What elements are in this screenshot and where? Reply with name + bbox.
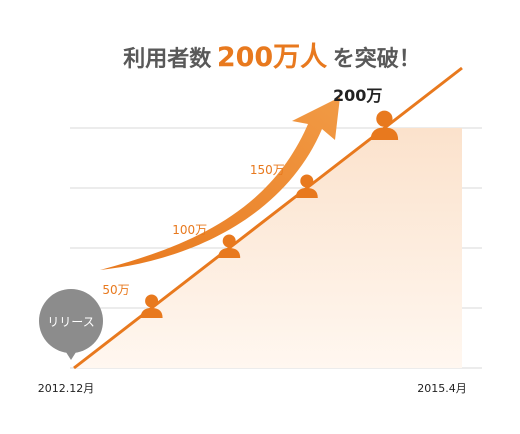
growth-line	[73, 66, 463, 370]
title-prefix: 利用者数	[123, 46, 212, 72]
data-label: 150万	[250, 163, 285, 177]
release-badge: リリース	[39, 289, 103, 360]
data-label: 200万	[333, 86, 382, 105]
data-labels: 50万 100万 150万 200万	[102, 86, 382, 297]
milestone-markers	[140, 110, 399, 318]
x-axis-ticks: 2012.12月 2015.4月	[38, 382, 467, 395]
data-label: 100万	[172, 223, 207, 237]
area-fill	[74, 128, 462, 368]
x-tick-label: 2015.4月	[417, 382, 467, 395]
release-badge-pointer	[64, 349, 78, 360]
series-line	[73, 66, 463, 370]
chart-title: 利用者数 200万人 を突破！	[123, 42, 421, 73]
area-series	[74, 128, 462, 368]
data-label: 50万	[102, 283, 129, 297]
release-badge-circle	[39, 289, 103, 353]
title-suffix: を突破！	[333, 46, 421, 72]
x-tick-label: 2012.12月	[38, 382, 95, 395]
release-badge-label: リリース	[47, 315, 94, 329]
arrow-up-icon	[100, 97, 340, 270]
person-icon	[295, 174, 318, 198]
person-icon	[140, 294, 163, 318]
person-icon	[370, 110, 399, 140]
title-highlight: 200万人	[217, 42, 327, 73]
person-icon	[218, 234, 241, 258]
